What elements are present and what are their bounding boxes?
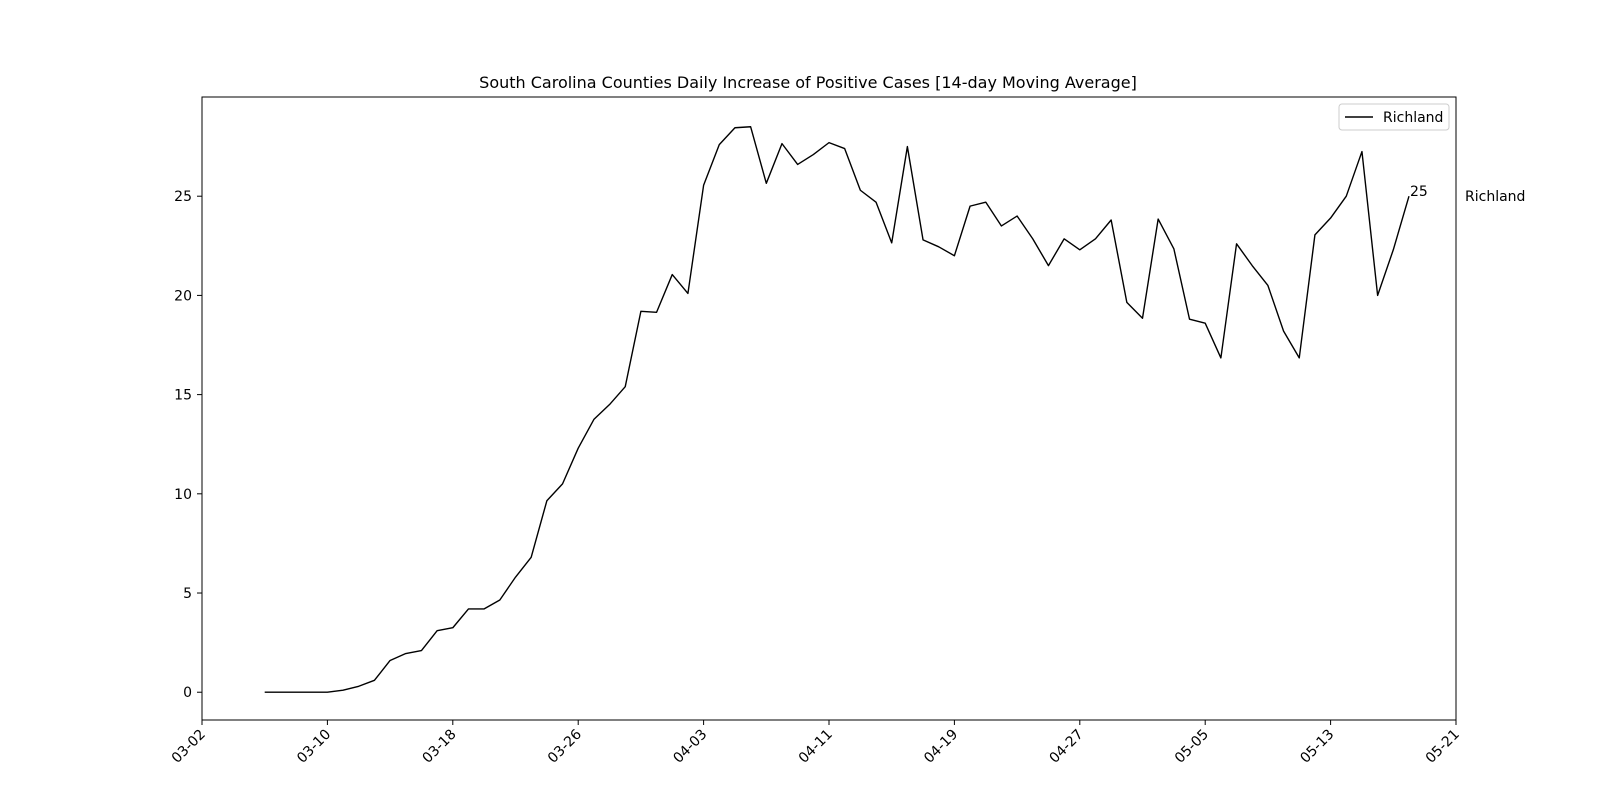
plot-area-frame: [201, 96, 1457, 721]
x-tick-label: 04-11: [796, 727, 836, 767]
y-tick-label: 15: [174, 388, 192, 404]
y-tick-label: 20: [174, 288, 192, 304]
x-tick-label: 04-03: [670, 727, 710, 767]
x-tick-label: 04-19: [921, 727, 961, 767]
x-axis: 03-02 03-10 03-18 03-26 04-03 04-11 04-19 04-27…: [169, 720, 1463, 767]
x-tick-label: 05-05: [1172, 727, 1212, 767]
legend-label-richland: Richland: [1383, 110, 1443, 126]
x-tick-label: 03-18: [420, 727, 460, 767]
series-line-richland: [264, 126, 1410, 693]
x-tick-label: 03-10: [294, 727, 334, 767]
series-end-label: Richland: [1465, 189, 1525, 205]
last-value-annotation: 25: [1410, 184, 1428, 200]
y-axis: 0 5 10 15 20 25: [174, 189, 202, 701]
y-tick-label: 0: [183, 685, 192, 701]
y-tick-label: 10: [174, 487, 192, 503]
x-tick-label: 03-26: [545, 726, 585, 766]
y-tick-label: 25: [174, 189, 192, 205]
x-tick-label: 05-21: [1423, 727, 1463, 767]
y-tick-label: 5: [183, 586, 192, 602]
chart-title: South Carolina Counties Daily Increase o…: [479, 73, 1137, 92]
legend-box: [1338, 103, 1450, 131]
x-tick-label: 04-27: [1047, 727, 1087, 767]
legend: Richland: [1338, 103, 1450, 131]
annotations: 25 Richland: [1410, 184, 1525, 205]
x-tick-label: 05-13: [1297, 727, 1337, 767]
x-tick-label: 03-02: [169, 727, 209, 767]
